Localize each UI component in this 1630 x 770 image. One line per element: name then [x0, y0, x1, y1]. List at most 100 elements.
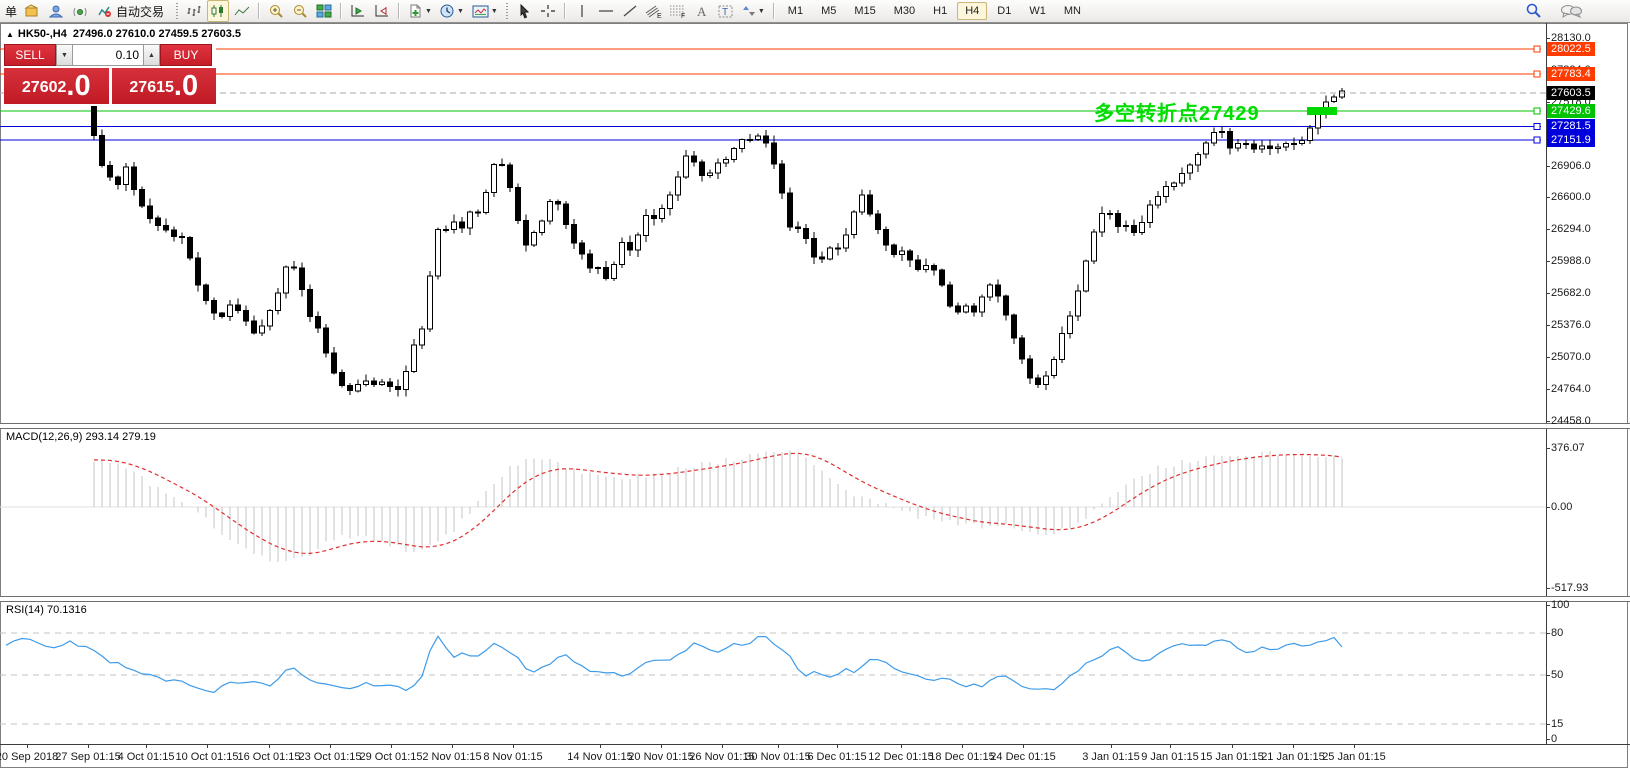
cursor-icon[interactable] — [513, 0, 535, 22]
panel-separator[interactable] — [0, 423, 1630, 429]
timeframe-h1[interactable]: H1 — [933, 5, 948, 17]
shapes-icon[interactable]: ▼ — [739, 0, 768, 22]
bar-chart-icon[interactable] — [183, 0, 205, 22]
candle — [1019, 337, 1025, 360]
chart-window[interactable] — [0, 23, 1628, 768]
candle — [171, 229, 177, 237]
candle — [643, 215, 649, 236]
label-icon[interactable]: T — [715, 0, 737, 22]
svg-text:A: A — [697, 4, 707, 18]
sell-button[interactable]: SELL — [4, 44, 56, 66]
candle — [91, 101, 97, 136]
chevron-down-icon: ▼ — [490, 7, 498, 15]
timeframe-w1[interactable]: W1 — [1029, 5, 1046, 17]
candle — [795, 226, 801, 229]
new-order-icon[interactable] — [21, 0, 43, 22]
candle — [675, 176, 681, 196]
macd-signal-line — [93, 452, 1343, 555]
candle — [995, 284, 1001, 297]
candle — [259, 325, 265, 334]
volume-increase-button[interactable]: ▲ — [143, 44, 160, 66]
autotrading-button[interactable]: 自动交易 — [93, 0, 171, 22]
candle — [283, 266, 289, 294]
candle — [539, 220, 545, 234]
new-template-icon[interactable]: ▼ — [405, 0, 435, 22]
profile-icon[interactable] — [45, 0, 67, 22]
indicators-icon[interactable]: ▼ — [469, 0, 501, 22]
candle — [355, 383, 361, 392]
candle — [939, 269, 945, 286]
candle — [931, 264, 937, 271]
timeframe-mn[interactable]: MN — [1063, 5, 1081, 17]
candle — [707, 172, 713, 177]
candle — [747, 138, 753, 141]
buy-button[interactable]: BUY — [160, 44, 212, 66]
candle — [1235, 143, 1241, 149]
main-chart-panel[interactable] — [0, 24, 1546, 424]
rsi-panel[interactable] — [0, 601, 1546, 741]
timeframe-h4[interactable]: H4 — [957, 2, 988, 20]
search-icon[interactable] — [1522, 0, 1544, 22]
candle — [883, 228, 889, 246]
candle — [163, 224, 169, 231]
toolbar-divider — [175, 3, 180, 19]
chat-icon[interactable] — [1559, 0, 1583, 22]
trendline-icon[interactable] — [619, 0, 641, 22]
candle — [1283, 143, 1289, 148]
candle — [1259, 145, 1265, 150]
tile-windows-icon[interactable] — [313, 0, 335, 22]
chart-annotation-text[interactable]: 多空转折点27429 — [1094, 103, 1260, 125]
zoom-in-icon[interactable] — [265, 0, 287, 22]
candle — [659, 208, 665, 220]
fibonacci-icon[interactable]: F — [667, 0, 689, 22]
panel-separator[interactable] — [0, 596, 1630, 602]
candle — [1043, 375, 1049, 386]
candlestick-chart-icon[interactable] — [207, 0, 230, 22]
ohlc-values: 27496.0 27610.0 27459.5 27603.5 — [72, 28, 242, 40]
candle — [963, 305, 969, 313]
candle — [899, 250, 905, 256]
volume-input[interactable] — [73, 44, 143, 66]
level-anchor — [1533, 107, 1541, 115]
candle — [227, 304, 233, 318]
candle — [1267, 145, 1273, 149]
channel-icon[interactable]: E — [643, 0, 665, 22]
candle — [1275, 146, 1281, 149]
candle — [667, 194, 673, 210]
zoom-out-icon[interactable] — [289, 0, 311, 22]
timeframe-m5[interactable]: M5 — [821, 5, 837, 17]
svg-text:T: T — [722, 7, 728, 18]
timeframe-d1[interactable]: D1 — [997, 5, 1012, 17]
candle — [1219, 130, 1225, 133]
macd-panel[interactable] — [0, 428, 1546, 596]
collapse-arrow-icon[interactable]: ▲ — [6, 30, 14, 39]
candle — [1195, 153, 1201, 166]
candle — [1083, 260, 1089, 292]
candle — [571, 223, 577, 244]
line-chart-icon[interactable] — [231, 0, 253, 22]
volume-decrease-button[interactable]: ▼ — [56, 44, 73, 66]
candle — [331, 352, 337, 374]
sell-price-panel[interactable]: 27602.0 — [4, 68, 109, 104]
crosshair-icon[interactable] — [537, 0, 559, 22]
auto-scroll-icon[interactable] — [371, 0, 393, 22]
timeframe-m15[interactable]: M15 — [854, 5, 876, 17]
candle — [187, 237, 193, 259]
candle — [411, 344, 417, 373]
candle — [579, 242, 585, 255]
candle — [515, 187, 521, 221]
period-icon[interactable]: ▼ — [437, 0, 467, 22]
horizontal-line-icon[interactable] — [595, 0, 617, 22]
text-icon[interactable]: A — [691, 0, 713, 22]
timeframe-m30[interactable]: M30 — [893, 5, 916, 17]
candle — [443, 228, 449, 231]
vertical-line-icon[interactable] — [571, 0, 593, 22]
chart-shift-icon[interactable] — [347, 0, 369, 22]
candle — [1059, 332, 1065, 360]
timeframe-m1[interactable]: M1 — [787, 5, 804, 17]
menu-char-label[interactable]: 单 — [5, 4, 18, 19]
candle — [395, 386, 401, 391]
svg-text:F: F — [681, 13, 685, 19]
signal-icon[interactable] — [69, 0, 91, 22]
buy-price-panel[interactable]: 27615.0 — [111, 68, 216, 104]
